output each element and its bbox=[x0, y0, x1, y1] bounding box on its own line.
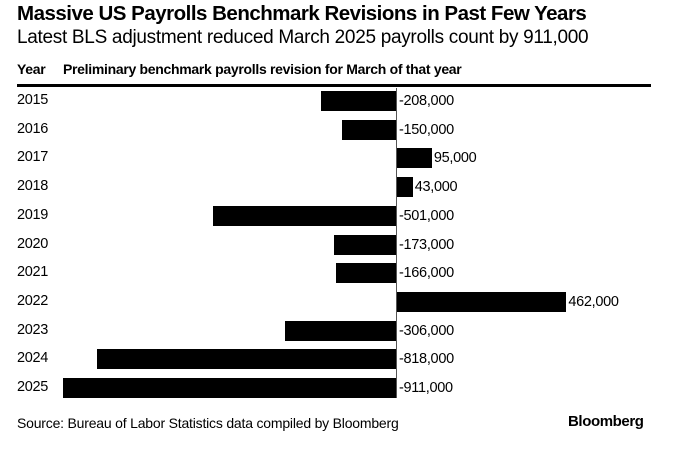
value-label: -911,000 bbox=[399, 380, 453, 396]
bar-row: 2019 -501,000 bbox=[0, 203, 678, 231]
bloomberg-logo: Bloomberg bbox=[568, 413, 644, 430]
bar-row: 2016 -150,000 bbox=[0, 117, 678, 145]
value-label: 95,000 bbox=[433, 150, 477, 167]
revision-bar bbox=[97, 349, 397, 370]
value-label: 462,000 bbox=[568, 293, 619, 310]
year-label: 2015 bbox=[17, 92, 49, 108]
chart-title: Massive US Payrolls Benchmark Revisions … bbox=[17, 2, 587, 25]
revision-bar bbox=[213, 205, 397, 226]
header-divider bbox=[17, 84, 651, 87]
bar-row: 2021 -166,000 bbox=[0, 260, 678, 288]
value-label: -306,000 bbox=[399, 322, 454, 339]
value-label: -818,000 bbox=[399, 351, 454, 368]
year-label: 2022 bbox=[17, 292, 49, 309]
year-label: 2024 bbox=[17, 350, 49, 367]
chart-subtitle: Latest BLS adjustment reduced March 2025… bbox=[17, 27, 589, 48]
bar-row: 2023 -306,000 bbox=[0, 318, 678, 346]
bar-row: 2020 -173,000 bbox=[0, 232, 678, 260]
value-label: -501,000 bbox=[399, 207, 454, 224]
revision-bar bbox=[397, 177, 413, 198]
revision-bar bbox=[63, 378, 397, 398]
bar-row: 2024 -818,000 bbox=[0, 346, 678, 374]
revision-bar bbox=[320, 91, 397, 111]
value-label: -173,000 bbox=[399, 236, 454, 253]
year-label: 2023 bbox=[17, 321, 49, 338]
column-header-year: Year bbox=[17, 61, 46, 77]
zero-axis-line bbox=[396, 88, 397, 398]
bar-row: 2017 95,000 bbox=[0, 145, 678, 173]
year-label: 2019 bbox=[17, 206, 49, 223]
column-header-revision: Preliminary benchmark payrolls revision … bbox=[63, 61, 462, 77]
year-label: 2020 bbox=[17, 235, 49, 252]
revision-bar bbox=[342, 119, 397, 140]
bar-row: 2018 43,000 bbox=[0, 174, 678, 202]
year-label: 2025 bbox=[17, 379, 49, 395]
revision-bar bbox=[284, 320, 397, 341]
year-label: 2021 bbox=[17, 264, 49, 281]
revision-bar bbox=[397, 148, 432, 169]
source-note: Source: Bureau of Labor Statistics data … bbox=[17, 415, 399, 431]
bar-row: 2025 -911,000 bbox=[0, 375, 678, 403]
value-label: -208,000 bbox=[399, 93, 454, 109]
bar-row: 2022 462,000 bbox=[0, 289, 678, 317]
bar-row: 2015 -208,000 bbox=[0, 88, 678, 116]
revision-bar bbox=[397, 291, 567, 312]
value-label: -150,000 bbox=[399, 121, 454, 138]
revision-bar bbox=[336, 263, 397, 284]
value-label: 43,000 bbox=[414, 179, 458, 196]
year-label: 2017 bbox=[17, 149, 49, 166]
revision-bar bbox=[333, 234, 397, 255]
year-label: 2016 bbox=[17, 120, 49, 137]
value-label: -166,000 bbox=[399, 265, 454, 282]
year-label: 2018 bbox=[17, 178, 49, 195]
